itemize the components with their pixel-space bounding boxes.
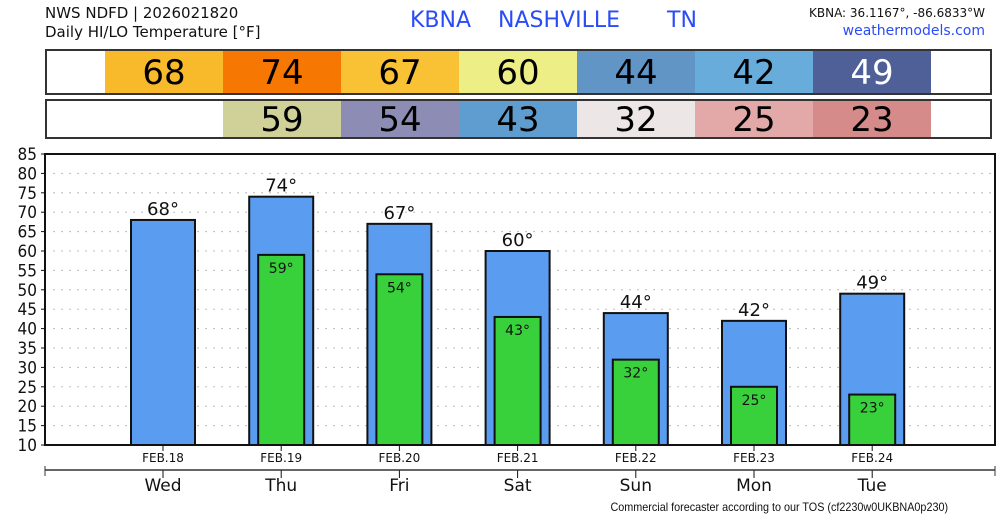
date-label: FEB.21 xyxy=(497,451,539,465)
y-tick-label: 45 xyxy=(18,300,37,320)
station-state: TN xyxy=(667,8,697,33)
lo-bar xyxy=(375,273,424,446)
hi-strip-cell: 74 xyxy=(223,51,341,93)
lo-bar xyxy=(730,385,778,446)
chart-title: NWS NDFD | 2026021820 Daily HI/LO Temper… xyxy=(45,4,261,42)
lo-bar xyxy=(848,393,897,446)
y-tick-label: 30 xyxy=(18,358,37,378)
lo-bar-label: 25° xyxy=(742,393,767,409)
product-label: Daily HI/LO Temperature [°F] xyxy=(45,23,261,41)
hi-strip-cell: 60 xyxy=(459,51,577,93)
hi-bar-label: 44° xyxy=(620,292,652,313)
station-id: KBNA xyxy=(410,8,472,33)
site-link[interactable]: weathermodels.com xyxy=(842,23,985,39)
day-label: Tue xyxy=(857,476,887,496)
hi-bar xyxy=(130,218,196,446)
date-label: FEB.23 xyxy=(733,451,775,465)
lo-strip-cell: 23 xyxy=(813,101,931,139)
y-tick-label: 35 xyxy=(18,339,37,359)
hi-bar-label: 67° xyxy=(383,203,415,224)
y-tick-label: 60 xyxy=(18,242,37,262)
hi-bar-label: 74° xyxy=(265,176,297,197)
lo-bar-label: 32° xyxy=(623,366,648,382)
lo-bar-label: 54° xyxy=(387,280,412,296)
lo-bar-label: 43° xyxy=(505,323,530,339)
day-label: Thu xyxy=(264,476,297,496)
date-label: FEB.19 xyxy=(260,451,302,465)
y-tick-label: 75 xyxy=(18,184,37,204)
station-coords: KBNA: 36.1167°, -86.6833°W xyxy=(808,6,985,20)
y-tick-label: 10 xyxy=(18,436,37,456)
day-label: Wed xyxy=(144,476,181,496)
lo-bar xyxy=(257,253,306,446)
lo-strip-cell: 54 xyxy=(341,101,459,139)
lo-strip-cell: 25 xyxy=(695,101,813,139)
y-tick-label: 25 xyxy=(18,378,37,398)
date-label: FEB.24 xyxy=(851,451,893,465)
y-tick-label: 70 xyxy=(18,203,37,223)
date-label: FEB.20 xyxy=(378,451,420,465)
y-tick-label: 15 xyxy=(18,417,37,437)
day-label: Fri xyxy=(389,476,409,496)
y-tick-label: 85 xyxy=(18,145,37,165)
station-city: NASHVILLE xyxy=(498,8,620,33)
hi-strip-cell: 42 xyxy=(695,51,813,93)
y-tick-label: 40 xyxy=(18,320,37,340)
hi-strip-cell: 49 xyxy=(813,51,931,93)
hi-bar-label: 49° xyxy=(856,273,888,294)
lo-bar xyxy=(493,315,542,446)
y-tick-label: 55 xyxy=(18,261,37,281)
lo-bar-label: 23° xyxy=(860,401,885,417)
station-label: KBNA NASHVILLE TN xyxy=(410,8,717,33)
lo-strip-cell: 43 xyxy=(459,101,577,139)
hi-strip-cell: 67 xyxy=(341,51,459,93)
run-label: NWS NDFD | 2026021820 xyxy=(45,4,239,22)
hi-strip-cell: 68 xyxy=(105,51,223,93)
lo-strip-cell: 32 xyxy=(577,101,695,139)
lo-bar-label: 59° xyxy=(269,261,294,277)
hi-bar-label: 60° xyxy=(502,230,534,251)
hi-bar-label: 68° xyxy=(147,199,179,220)
y-tick-label: 80 xyxy=(18,164,37,184)
day-label: Mon xyxy=(736,476,772,496)
hi-bar-label: 42° xyxy=(738,300,770,321)
day-label: Sat xyxy=(504,476,532,496)
lo-strip-cell: 59 xyxy=(223,101,341,139)
y-tick-label: 50 xyxy=(18,281,37,301)
date-label: FEB.22 xyxy=(615,451,657,465)
y-tick-label: 65 xyxy=(18,223,37,243)
hi-strip-cell: 44 xyxy=(577,51,695,93)
lo-temp-strip: 59 54 43 32 25 23 xyxy=(45,99,992,139)
hi-temp-strip: 68 74 67 60 44 42 49 xyxy=(45,49,992,95)
y-tick-label: 20 xyxy=(18,397,37,417)
date-label: FEB.18 xyxy=(142,451,184,465)
lo-bar xyxy=(611,358,660,447)
footer-note: Commercial forecaster according to our T… xyxy=(610,500,948,514)
day-label: Sun xyxy=(620,476,652,496)
